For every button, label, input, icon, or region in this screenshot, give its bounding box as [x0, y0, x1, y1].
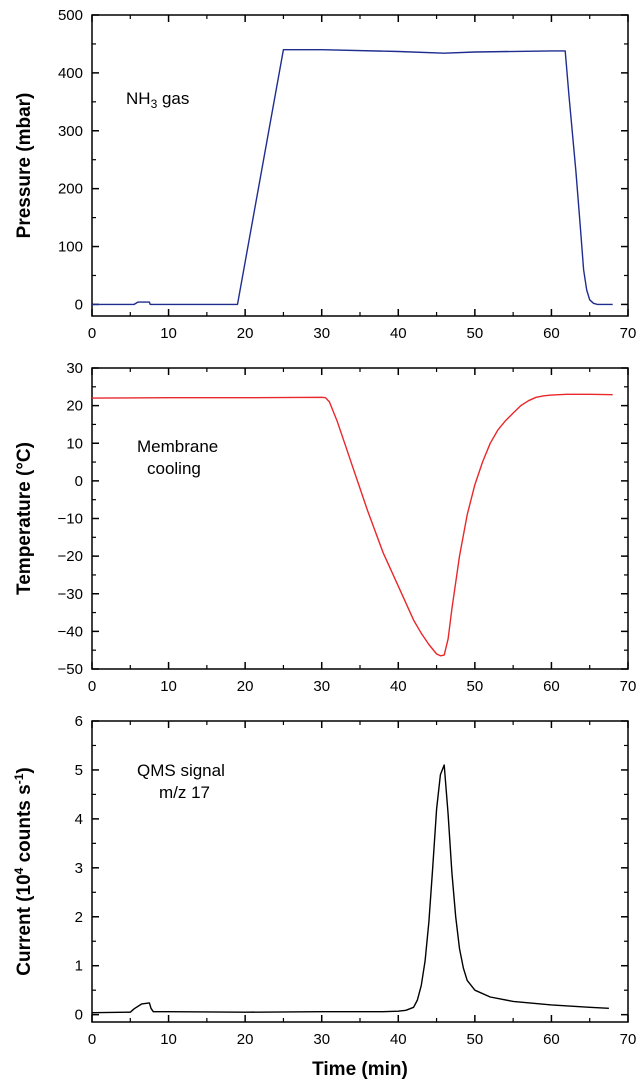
x-tick-label: 50 [467, 325, 484, 342]
x-axis-title: Time (min) [312, 1059, 408, 1080]
annotation-line: Membrane [137, 437, 218, 456]
x-tick-label: 10 [160, 325, 177, 342]
y-tick-label: 5 [75, 762, 83, 779]
y-tick-label: 30 [66, 360, 83, 377]
y-axis-title: Temperature (°C) [14, 442, 35, 595]
y-tick-label: 200 [58, 181, 83, 198]
y-tick-label: 300 [58, 123, 83, 140]
annotation-line: m/z 17 [159, 783, 210, 802]
x-tick-label: 60 [543, 325, 560, 342]
annotation-line: cooling [147, 459, 201, 478]
series-line [91, 764, 609, 1014]
annotation-part: NH [126, 89, 151, 108]
series-line [92, 49, 613, 306]
y-tick-label: 400 [58, 65, 83, 82]
x-tick-label: 30 [313, 1031, 330, 1048]
x-tick-label: 10 [160, 678, 177, 695]
y-axis-title-part: Current (10 [14, 874, 35, 975]
x-tick-label: 30 [313, 678, 330, 695]
x-tick-label: 10 [160, 1031, 177, 1048]
panel-2: 0 10 20 30 40 50 60 70 −50 −40 −30 −20 −10 0 10 20 30 Tem… [14, 360, 636, 695]
y-tick-label: 6 [75, 713, 83, 730]
x-tick-label: 30 [313, 325, 330, 342]
x-tick-label: 40 [390, 1031, 407, 1048]
x-tick-label: 60 [543, 678, 560, 695]
annotation-subscript: 3 [151, 97, 158, 111]
x-tick-label: 0 [88, 325, 96, 342]
y-axis-title-part: ) [14, 767, 35, 773]
y-axis-title-part: counts s [14, 784, 35, 867]
y-tick-label: 100 [58, 239, 83, 256]
y-tick-label: −40 [58, 623, 83, 640]
plot-frame [91, 14, 629, 317]
x-tick-label: 70 [620, 1031, 637, 1048]
x-tick-label: 40 [390, 325, 407, 342]
y-tick-label: 0 [75, 1007, 83, 1024]
x-tick-label: 20 [237, 1031, 254, 1048]
x-tick-label: 0 [88, 1031, 96, 1048]
y-tick-label: −20 [58, 548, 83, 565]
y-tick-label: 10 [66, 435, 83, 452]
y-tick-label: 500 [58, 7, 83, 24]
annotation-line: QMS signal [137, 761, 225, 780]
annotation-part: gas [157, 89, 189, 108]
series-line [91, 393, 613, 657]
x-tick-label: 20 [237, 325, 254, 342]
x-tick-label: 60 [543, 1031, 560, 1048]
x-tick-label: 50 [467, 1031, 484, 1048]
x-tick-label: 50 [467, 678, 484, 695]
plot-frame [91, 367, 629, 670]
panel-1: 0 10 20 30 40 50 60 70 0 100 200 300 400 500 Pressure … [14, 7, 636, 342]
y-tick-label: 4 [75, 811, 83, 828]
y-tick-label: 0 [75, 296, 83, 313]
x-tick-label: 70 [620, 325, 637, 342]
y-tick-label: 20 [66, 398, 83, 415]
y-tick-label: −10 [58, 511, 83, 528]
y-tick-label: 3 [75, 860, 83, 877]
annotation-label: NH3 gas [126, 89, 189, 111]
x-tick-label: 20 [237, 678, 254, 695]
y-tick-label: −30 [58, 586, 83, 603]
y-axis-title: Current (104 counts s-1) [12, 767, 35, 975]
y-tick-label: 2 [75, 909, 83, 926]
y-axis-title: Pressure (mbar) [14, 93, 35, 239]
y-tick-label: −50 [58, 661, 83, 678]
x-tick-label: 70 [620, 678, 637, 695]
y-axis-title-superscript: 4 [12, 867, 26, 874]
y-tick-label: 1 [75, 958, 83, 975]
y-tick-label: 0 [75, 473, 83, 490]
y-axis-title-superscript: -1 [12, 773, 26, 784]
x-tick-label: 40 [390, 678, 407, 695]
x-tick-label: 0 [88, 678, 96, 695]
